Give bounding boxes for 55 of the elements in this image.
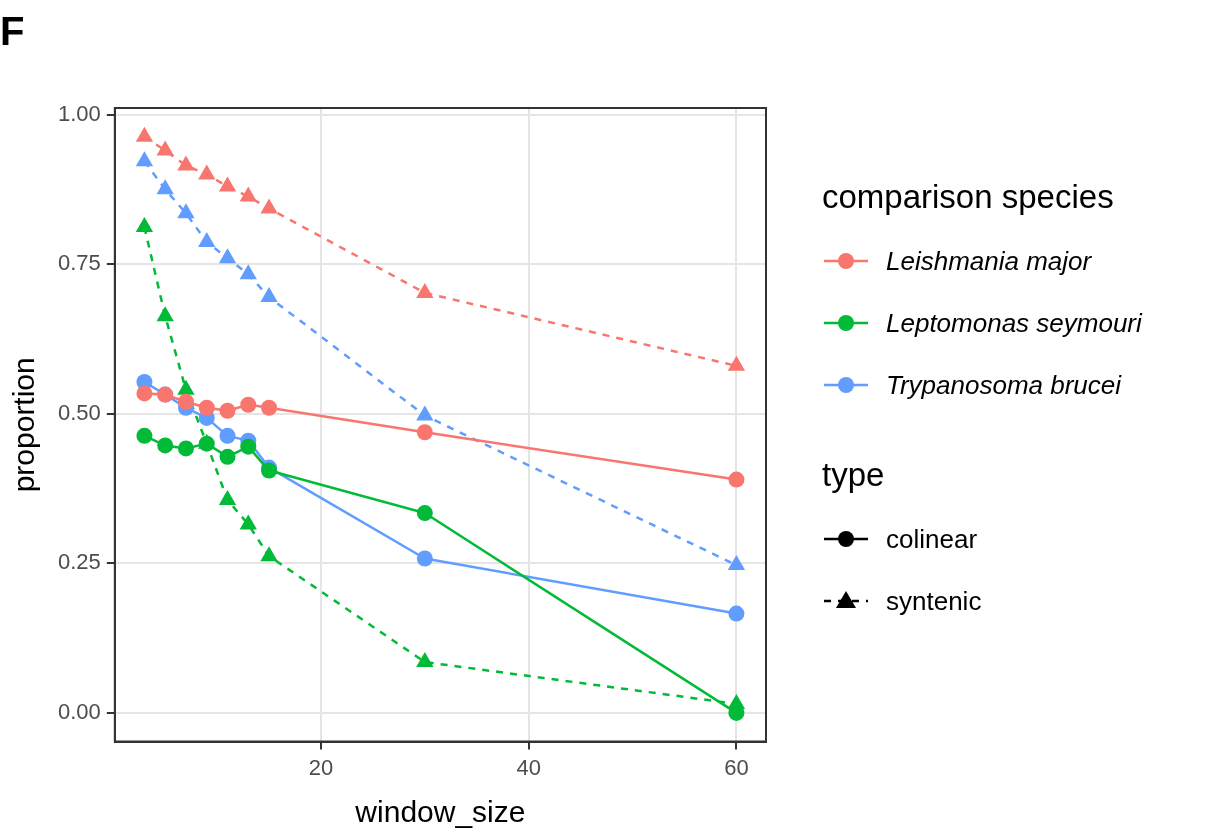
point	[260, 287, 278, 303]
text: colinear	[886, 523, 978, 555]
point	[156, 179, 174, 195]
point	[198, 232, 216, 248]
x-tick-label: 60	[724, 754, 749, 780]
point	[728, 605, 745, 622]
point	[177, 155, 195, 171]
chart-title: F	[0, 9, 25, 54]
point	[135, 217, 154, 233]
point	[177, 440, 194, 457]
y-tick-label: 1.00	[57, 100, 101, 126]
point	[261, 399, 278, 416]
point	[416, 424, 433, 441]
point	[416, 282, 434, 298]
point	[416, 505, 433, 522]
point	[240, 438, 257, 455]
point	[416, 405, 434, 421]
point	[136, 427, 153, 444]
point	[416, 550, 433, 567]
point	[136, 385, 153, 402]
point	[240, 396, 257, 413]
text: syntenic	[886, 585, 982, 617]
point	[157, 437, 174, 454]
point	[727, 355, 746, 371]
point	[198, 164, 216, 180]
point	[156, 140, 174, 156]
y-axis-title: proportion	[7, 357, 41, 493]
y-tick-label: 0.50	[57, 399, 101, 425]
x-tick-label: 40	[516, 754, 541, 780]
y-tick-label: 0.25	[57, 549, 101, 575]
point	[239, 264, 257, 280]
point	[219, 448, 236, 465]
y-tick-label: 0.75	[57, 250, 101, 276]
point	[728, 471, 745, 488]
point	[219, 402, 236, 419]
text: type	[822, 456, 886, 494]
point	[177, 379, 195, 395]
point	[135, 126, 154, 142]
x-tick-label: 20	[308, 754, 334, 780]
point	[177, 393, 194, 410]
legend-label: Trypanosoma brucei	[886, 369, 1122, 401]
point	[218, 176, 237, 192]
point	[135, 151, 154, 167]
legend-title: comparison species	[822, 178, 1115, 216]
y-tick-label: 0.00	[57, 698, 101, 724]
point	[239, 186, 257, 202]
point	[219, 427, 236, 444]
point	[156, 306, 174, 322]
legend-label: Leishmania major	[886, 245, 1092, 277]
point	[198, 399, 215, 416]
point	[177, 203, 195, 219]
x-axis-title: window_size	[354, 795, 526, 829]
point	[260, 198, 278, 214]
legend-label: Leptomonas seymouri	[886, 307, 1142, 339]
point	[218, 248, 237, 264]
